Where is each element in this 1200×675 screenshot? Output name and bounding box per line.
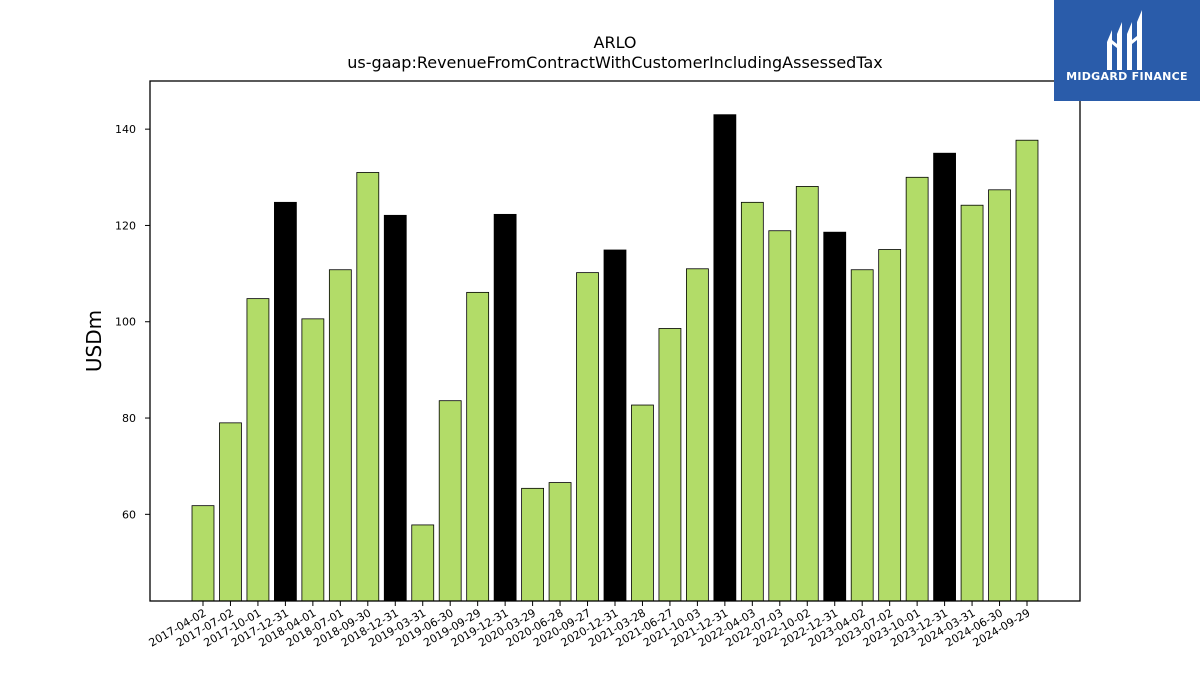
bar — [850, 269, 874, 602]
bar — [438, 400, 462, 602]
bar — [521, 487, 544, 602]
bar — [274, 201, 297, 602]
bar — [686, 268, 709, 602]
bar — [878, 249, 902, 602]
bar-group — [191, 114, 1039, 602]
bar — [823, 231, 847, 602]
bar — [988, 189, 1011, 602]
plot-frame — [149, 80, 1081, 602]
bar — [219, 422, 242, 602]
bar — [960, 204, 984, 602]
chart-subtitle: us-gaap:RevenueFromContractWithCustomerI… — [347, 53, 882, 72]
bar — [740, 201, 764, 602]
bar — [795, 186, 819, 602]
bar — [658, 328, 682, 602]
bar — [301, 318, 325, 602]
bar — [411, 524, 435, 602]
y-tick-label: 60 — [122, 508, 136, 521]
brand-logo: MIDGARD FINANCE — [1054, 0, 1200, 101]
chart-title: ARLO — [594, 33, 637, 52]
y-tick-label: 120 — [115, 219, 136, 232]
logo-mark-icon — [1107, 10, 1142, 70]
x-axis-ticks: 2017-04-022017-07-022017-10-012017-12-31… — [147, 601, 1033, 650]
bar — [328, 269, 352, 602]
bar — [905, 176, 929, 602]
y-axis-label: USDm — [82, 310, 106, 372]
bar — [191, 505, 215, 602]
bar — [603, 249, 627, 602]
bar — [246, 298, 270, 602]
y-axis-ticks: 60 80 100 120 140 — [115, 123, 150, 521]
bar — [631, 404, 654, 602]
bar — [713, 114, 737, 602]
bar — [576, 272, 599, 602]
bar — [933, 152, 956, 602]
bar — [383, 214, 407, 602]
logo-text: MIDGARD FINANCE — [1066, 70, 1188, 83]
bar — [493, 213, 517, 602]
bar — [1015, 139, 1039, 602]
y-tick-label: 80 — [122, 412, 136, 425]
bar — [466, 291, 490, 602]
y-tick-label: 100 — [115, 316, 136, 329]
bar — [768, 230, 792, 602]
bar — [356, 172, 380, 602]
bar — [548, 482, 572, 602]
y-tick-label: 140 — [115, 123, 136, 136]
